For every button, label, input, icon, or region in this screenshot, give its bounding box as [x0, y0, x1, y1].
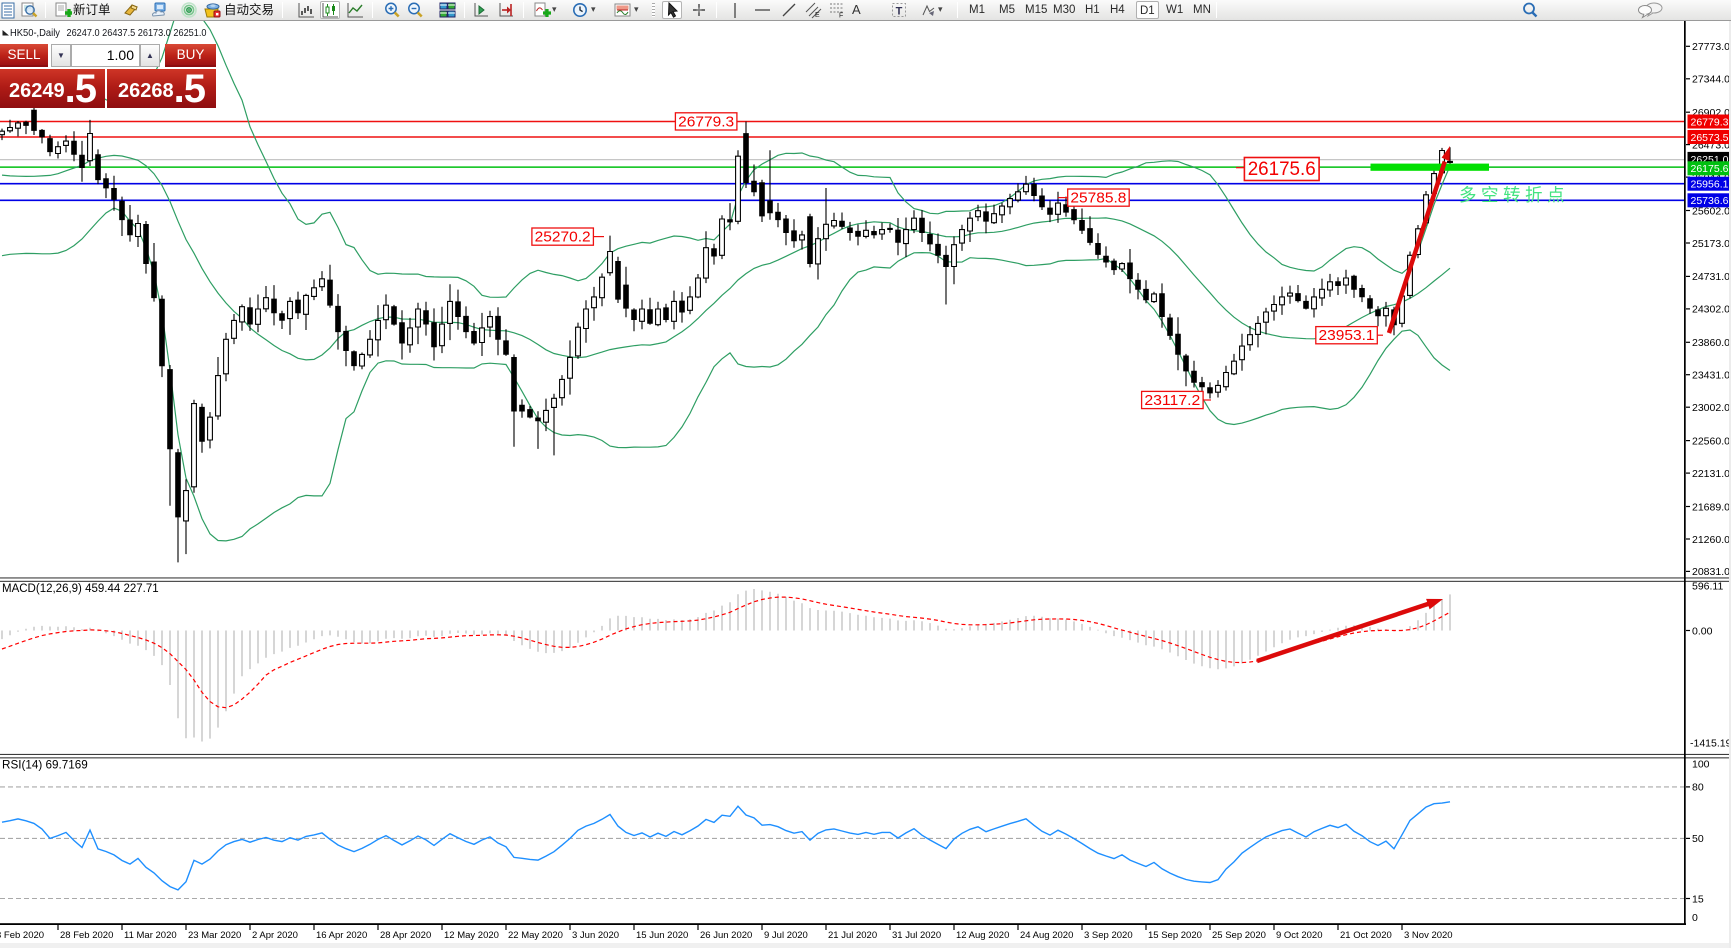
svg-text:26779.3: 26779.3	[678, 113, 734, 130]
svg-text:16 Apr 2020: 16 Apr 2020	[316, 930, 367, 941]
svg-text:25736.6: 25736.6	[1691, 195, 1729, 207]
svg-text:3 Nov 2020: 3 Nov 2020	[1404, 930, 1453, 941]
svg-text:23431.0: 23431.0	[1692, 370, 1730, 382]
svg-text:24731.0: 24731.0	[1692, 271, 1730, 283]
svg-text:21689.0: 21689.0	[1692, 501, 1730, 513]
svg-text:23860.0: 23860.0	[1692, 337, 1730, 349]
svg-text:3 Feb 2020: 3 Feb 2020	[0, 930, 44, 941]
svg-text:T: T	[895, 5, 902, 17]
svg-text:25270.2: 25270.2	[535, 229, 591, 246]
svg-text:-1415.19: -1415.19	[1690, 737, 1731, 749]
svg-text:15 Jun 2020: 15 Jun 2020	[636, 930, 688, 941]
svg-text:21260.0: 21260.0	[1692, 534, 1730, 546]
svg-text:12 Aug 2020: 12 Aug 2020	[956, 930, 1009, 941]
svg-text:21 Jul 2020: 21 Jul 2020	[828, 930, 877, 941]
svg-text:23002.0: 23002.0	[1692, 402, 1730, 414]
svg-text:HK50-,Daily: HK50-,Daily	[10, 27, 61, 39]
svg-text:RSI(14) 69.7169: RSI(14) 69.7169	[2, 759, 88, 772]
svg-text:22560.0: 22560.0	[1692, 435, 1730, 447]
svg-text:26779.3: 26779.3	[1691, 116, 1729, 128]
svg-text:25602.0: 25602.0	[1692, 205, 1730, 217]
svg-text:3 Sep 2020: 3 Sep 2020	[1084, 930, 1133, 941]
svg-text:15 Sep 2020: 15 Sep 2020	[1148, 930, 1202, 941]
svg-text:80: 80	[1692, 782, 1704, 794]
svg-text:23 Mar 2020: 23 Mar 2020	[188, 930, 241, 941]
svg-text:12 May 2020: 12 May 2020	[444, 930, 499, 941]
svg-text:0.00: 0.00	[1692, 625, 1713, 637]
svg-text:多空转折点: 多空转折点	[1459, 185, 1569, 205]
svg-text:24302.0: 24302.0	[1692, 304, 1730, 316]
svg-text:27773.0: 27773.0	[1692, 41, 1730, 53]
svg-text:0: 0	[1692, 912, 1698, 924]
svg-text:28 Apr 2020: 28 Apr 2020	[380, 930, 431, 941]
svg-text:28 Feb 2020: 28 Feb 2020	[60, 930, 113, 941]
svg-text:MACD(12,26,9) 459.44 227.71: MACD(12,26,9) 459.44 227.71	[2, 583, 159, 595]
svg-text:25785.8: 25785.8	[1070, 190, 1126, 207]
svg-text:24 Aug 2020: 24 Aug 2020	[1020, 930, 1073, 941]
svg-text:100: 100	[1692, 759, 1710, 771]
svg-text:26 Jun 2020: 26 Jun 2020	[700, 930, 752, 941]
svg-text:21 Oct 2020: 21 Oct 2020	[1340, 930, 1392, 941]
svg-text:26247.0 26437.5 26173.0 26251.: 26247.0 26437.5 26173.0 26251.0	[67, 27, 207, 39]
svg-text:25173.0: 25173.0	[1692, 238, 1730, 250]
svg-text:596.11: 596.11	[1692, 580, 1723, 592]
svg-text:25 Sep 2020: 25 Sep 2020	[1212, 930, 1266, 941]
svg-text:9 Oct 2020: 9 Oct 2020	[1276, 930, 1322, 941]
svg-text:15: 15	[1692, 893, 1704, 905]
svg-text:2 Apr 2020: 2 Apr 2020	[252, 930, 298, 941]
svg-text:22131.0: 22131.0	[1692, 468, 1730, 480]
svg-text:26175.6: 26175.6	[1691, 163, 1729, 175]
svg-text:E: E	[815, 12, 820, 19]
svg-text:50: 50	[1692, 833, 1704, 845]
svg-text:20831.0: 20831.0	[1692, 566, 1730, 578]
svg-text:25956.1: 25956.1	[1691, 179, 1729, 191]
svg-text:9 Jul 2020: 9 Jul 2020	[764, 930, 808, 941]
svg-text:26573.5: 26573.5	[1691, 132, 1729, 144]
svg-text:27344.0: 27344.0	[1692, 74, 1730, 86]
svg-text:11 Mar 2020: 11 Mar 2020	[124, 930, 177, 941]
svg-text:22 May 2020: 22 May 2020	[508, 930, 563, 941]
svg-text:31 Jul 2020: 31 Jul 2020	[892, 930, 941, 941]
svg-text:23117.2: 23117.2	[1144, 392, 1200, 409]
svg-text:F: F	[839, 12, 843, 19]
svg-text:3 Jun 2020: 3 Jun 2020	[572, 930, 619, 941]
svg-text:26175.6: 26175.6	[1248, 159, 1316, 180]
svg-text:23953.1: 23953.1	[1319, 327, 1375, 344]
